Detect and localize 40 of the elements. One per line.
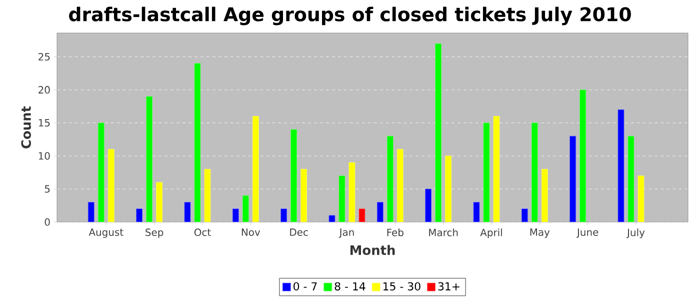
bar bbox=[445, 156, 452, 222]
y-tick-label: 10 bbox=[38, 152, 50, 160]
x-tick-label: March bbox=[429, 228, 458, 236]
x-tick-label: Dec bbox=[290, 228, 308, 236]
bar bbox=[531, 122, 538, 222]
x-tick-label: Nov bbox=[242, 228, 260, 236]
y-tick-label: 0 bbox=[44, 218, 50, 226]
legend-label: 8 - 14 bbox=[334, 282, 366, 290]
bar bbox=[396, 149, 404, 222]
bar bbox=[252, 116, 259, 222]
bar bbox=[386, 136, 394, 222]
bar bbox=[156, 182, 163, 222]
y-tick-label: 5 bbox=[44, 185, 50, 193]
y-axis-title: Count bbox=[21, 106, 31, 148]
bar bbox=[300, 168, 308, 222]
bar bbox=[108, 149, 114, 222]
bar bbox=[146, 96, 153, 222]
x-tick-label: Sep bbox=[146, 228, 164, 238]
x-tick-label: Feb bbox=[387, 228, 404, 236]
chart-title: drafts-lastcall Age groups of closed tickets July 2010 bbox=[69, 6, 631, 26]
x-tick-label: April bbox=[480, 228, 502, 238]
y-tick-label: 15 bbox=[38, 119, 50, 127]
x-tick-label: July bbox=[626, 228, 645, 238]
x-tick-label: June bbox=[576, 228, 598, 238]
legend-label: 0 - 7 bbox=[294, 282, 317, 290]
x-tick-label: Jan bbox=[338, 228, 354, 238]
legend-label: 15 - 30 bbox=[383, 282, 420, 290]
bar bbox=[541, 168, 548, 222]
bar bbox=[570, 136, 576, 222]
y-tick-label: 25 bbox=[38, 53, 50, 61]
x-axis-title: Month bbox=[350, 245, 395, 256]
legend-label: 31+ bbox=[438, 282, 460, 290]
x-tick-label: Oct bbox=[194, 228, 211, 236]
bar bbox=[290, 129, 298, 222]
bar bbox=[435, 43, 442, 222]
x-tick-label: May bbox=[530, 228, 550, 238]
bar bbox=[98, 122, 104, 222]
x-tick-label: August bbox=[88, 228, 124, 238]
y-tick-label: 20 bbox=[38, 86, 50, 94]
bar bbox=[580, 90, 586, 222]
